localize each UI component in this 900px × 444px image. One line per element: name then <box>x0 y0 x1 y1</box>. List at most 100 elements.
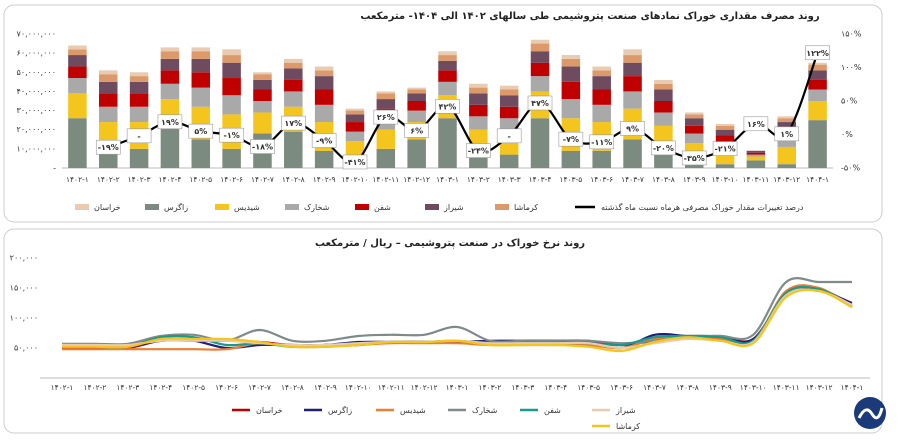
x-tick-label: ۱۴۰۳-۵ <box>559 175 582 184</box>
x-tick-label: ۱۴۰۲-۷ <box>248 383 271 392</box>
data-label: -۱۸% <box>252 143 273 152</box>
bar-segment <box>314 89 334 105</box>
bar-segment <box>222 148 241 168</box>
data-label: -۴۱% <box>344 158 365 167</box>
chart-title: روند نرخ خوراک در صنعت پتروشیمی – ریال /… <box>315 238 585 249</box>
x-tick-label: ۱۴۰۳-۷ <box>643 383 666 392</box>
data-label: -۲۱% <box>715 145 736 154</box>
bar-segment <box>438 51 457 56</box>
bar-segment <box>530 62 550 77</box>
bar-segment <box>469 154 488 168</box>
x-tick-label: ۱۴۰۳-۶ <box>610 383 633 392</box>
bar-segment <box>314 150 334 168</box>
logo <box>854 397 886 429</box>
bar-segment <box>530 51 550 63</box>
data-label: -۷% <box>563 135 579 144</box>
data-label-box <box>743 116 769 132</box>
y-tick-label: ۱۰,۰۰۰,۰۰۰ <box>17 144 56 153</box>
legend-label: خراسان <box>94 203 121 212</box>
bar-segment <box>160 51 180 59</box>
bar-segment <box>314 70 334 77</box>
legend-label: زاگرس <box>328 405 352 415</box>
x-tick-label: ۱۴۰۳-۴ <box>529 175 552 184</box>
bar-segment <box>314 66 334 71</box>
x-tick-label: ۱۴۰۳-۲ <box>478 383 501 392</box>
bar-segment <box>654 89 673 101</box>
data-label-box <box>126 128 152 144</box>
bar-segment <box>499 89 519 96</box>
x-tick-label: ۱۴۰۳-۱۰ <box>712 175 739 184</box>
bar-segment <box>746 154 766 157</box>
bar-segment <box>592 70 611 77</box>
legend-label: شیراز <box>443 203 464 212</box>
x-tick-label: ۱۴۰۳-۱۰ <box>740 383 767 392</box>
bar-segment <box>129 93 149 107</box>
y-tick-label: ۲۰۰,۰۰۰ <box>10 254 38 263</box>
bar-segment <box>253 72 272 75</box>
bar-segment <box>469 93 488 105</box>
x-tick-label: ۱۴۰۲-۱۲ <box>403 175 430 184</box>
bar-segment <box>345 131 365 142</box>
bar-segment <box>191 72 211 88</box>
x-tick-label: ۱۴۰۳-۳ <box>511 383 534 392</box>
data-label-box <box>527 95 553 111</box>
bar-segment <box>561 81 581 100</box>
x-tick-label: ۱۴۰۲-۲ <box>97 175 120 184</box>
line <box>62 288 853 353</box>
bar-segment <box>160 47 180 52</box>
legend-swatch <box>145 204 159 210</box>
bar-segment <box>499 154 519 168</box>
y2-tick-label: ۰% <box>841 130 853 139</box>
bar-segment <box>561 55 581 59</box>
y-tick-label: ۷۰,۰۰۰,۰۰۰ <box>17 30 56 39</box>
bar-segment <box>623 139 642 168</box>
x-tick-label: ۱۴۰۲-۸ <box>281 383 304 392</box>
bar-segment <box>746 152 766 155</box>
bar-segment <box>99 81 118 94</box>
bar-segment <box>68 78 87 94</box>
bar-segment <box>469 83 488 88</box>
x-tick-label: ۱۴۰۲-۳ <box>128 175 151 184</box>
x-tick-label: ۱۴۰۲-۵ <box>189 175 212 184</box>
data-label-box <box>95 139 121 155</box>
data-label-box <box>250 139 275 154</box>
bar-segment <box>592 150 611 168</box>
bar-segment <box>684 114 704 119</box>
y-tick-label: ۱۵۰,۰۰۰ <box>10 284 38 293</box>
x-tick-label: ۱۴۰۳-۱۲ <box>806 383 833 392</box>
bar-segment <box>376 91 396 94</box>
x-tick-label: ۱۴۰۳-۸ <box>652 175 675 184</box>
data-label: ۱% <box>780 130 793 139</box>
bar-segment <box>715 125 735 130</box>
legend-swatch <box>215 204 229 210</box>
bar-segment <box>407 110 426 123</box>
y-tick-label: ۱۰۰,۰۰۰ <box>10 314 38 323</box>
bar-segment <box>684 118 704 126</box>
bar-segment <box>68 45 87 50</box>
bar-segment <box>530 118 550 168</box>
x-tick-label: ۱۴۰۳-۵ <box>577 383 600 392</box>
bar-segment <box>222 49 241 56</box>
bar-segment <box>376 99 396 109</box>
data-label-box <box>496 128 522 144</box>
data-label-box <box>620 121 645 136</box>
bar-segment <box>808 70 827 80</box>
x-tick-label: ۱۴۰۳-۷ <box>621 175 644 184</box>
bar-segment <box>99 70 118 75</box>
bar-segment <box>561 66 581 82</box>
bar-segment <box>561 58 581 67</box>
data-label: -۲۰% <box>653 144 674 153</box>
data-label: ۱۷% <box>284 119 302 128</box>
legend-swatch <box>495 204 509 210</box>
data-label: - <box>137 132 140 141</box>
x-tick-label: ۱۴۰۳-۱ <box>446 383 469 392</box>
bar-segment <box>808 89 827 101</box>
panel <box>3 228 883 434</box>
data-label: ۴۲% <box>439 102 457 111</box>
x-tick-label: ۱۴۰۲-۹ <box>313 175 336 184</box>
bar-segment <box>561 150 581 168</box>
bar-segment <box>777 146 796 165</box>
bar-segment <box>469 104 488 117</box>
data-label: -۱۱% <box>591 138 612 147</box>
bar-segment <box>129 81 149 94</box>
